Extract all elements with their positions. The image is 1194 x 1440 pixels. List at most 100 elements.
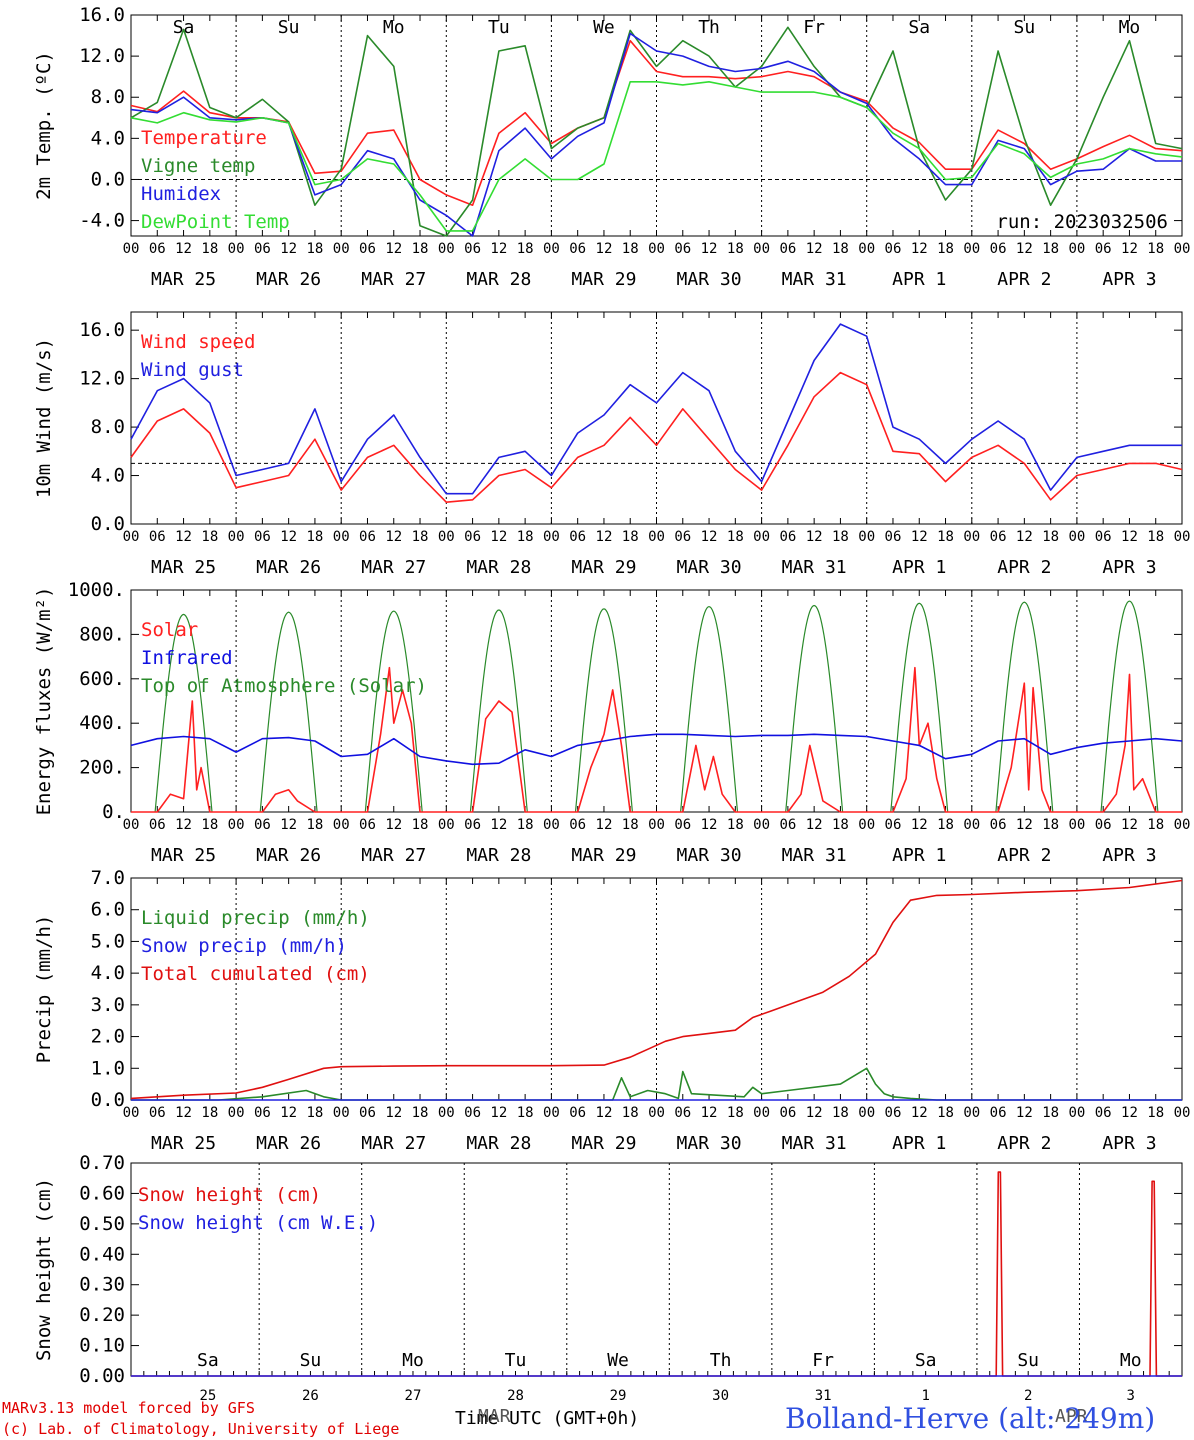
legend-entry: DewPoint Temp: [141, 211, 290, 233]
hour-tick-label: 06: [149, 529, 166, 545]
date-label: MAR 31: [782, 269, 847, 290]
date-label: MAR 30: [677, 1133, 742, 1154]
hour-tick-label: 18: [201, 817, 218, 833]
weekday-label: Su: [300, 1350, 322, 1371]
weekday-label: We: [607, 1350, 629, 1371]
day-number-label: 27: [405, 1388, 422, 1404]
series-dewpoint-temp: [130, 81, 1183, 232]
weekday-label: Mo: [383, 17, 405, 38]
hour-tick-label: 18: [832, 1105, 849, 1121]
hour-tick-label: 18: [1147, 1105, 1164, 1121]
hour-tick-label: 00: [963, 1105, 980, 1121]
hour-tick-label: 18: [727, 817, 744, 833]
y-tick-label: 0.00: [79, 1365, 125, 1387]
hour-tick-label: 18: [201, 241, 218, 257]
hour-tick-label: 12: [701, 529, 718, 545]
day-number-label: 29: [610, 1388, 627, 1404]
hour-tick-label: 18: [937, 241, 954, 257]
hour-tick-label: 18: [1042, 529, 1059, 545]
hour-tick-label: 18: [306, 241, 323, 257]
day-number-label: 28: [507, 1388, 524, 1404]
date-label: MAR 27: [361, 269, 426, 290]
hour-tick-label: 06: [990, 529, 1007, 545]
hour-tick-label: 06: [359, 817, 376, 833]
hour-tick-label: 12: [1016, 1105, 1033, 1121]
y-tick-label: 16.0: [79, 319, 125, 341]
date-label: APR 2: [997, 269, 1051, 290]
hour-tick-label: 00: [333, 817, 350, 833]
hour-tick-label: 18: [306, 529, 323, 545]
day-number-label: 2: [1024, 1388, 1032, 1404]
date-label: MAR 30: [677, 845, 742, 866]
hour-tick-label: 12: [1016, 529, 1033, 545]
hour-tick-label: 12: [1121, 241, 1138, 257]
y-axis-label: 2m Temp. (ºC): [33, 51, 55, 200]
day-number-label: 1: [921, 1388, 929, 1404]
y-tick-label: 0.70: [79, 1152, 125, 1174]
hour-tick-label: 06: [990, 1105, 1007, 1121]
series-temperature: [130, 39, 1183, 206]
weekday-label: Mo: [402, 1350, 424, 1371]
y-axis-label: Precip (mm/h): [33, 915, 55, 1064]
lab-credit: (c) Lab. of Climatology, University of L…: [2, 1420, 400, 1438]
hour-tick-label: 18: [517, 817, 534, 833]
hour-tick-label: 06: [990, 817, 1007, 833]
y-tick-label: 16.0: [79, 4, 125, 26]
y-tick-label: 0.0: [91, 1089, 125, 1111]
date-label: MAR 30: [677, 557, 742, 578]
weekday-label: Su: [278, 17, 300, 38]
hour-tick-label: 18: [412, 241, 429, 257]
hour-tick-label: 00: [123, 241, 140, 257]
hour-tick-label: 18: [832, 241, 849, 257]
hour-tick-label: 18: [832, 817, 849, 833]
date-label: MAR 25: [151, 845, 216, 866]
hour-tick-label: 18: [1042, 1105, 1059, 1121]
hour-tick-label: 06: [569, 1105, 586, 1121]
hour-tick-label: 12: [280, 241, 297, 257]
hour-tick-label: 12: [280, 529, 297, 545]
hour-tick-label: 00: [648, 241, 665, 257]
hour-tick-label: 18: [1147, 817, 1164, 833]
toa-solar-arc: [574, 608, 633, 813]
panel-temperature: 16.0 12.0 8.0 4.0 0.0 -4.0 2m Temp. (ºC) 00 06 12…: [33, 4, 1190, 290]
hour-tick-label: 12: [596, 529, 613, 545]
y-tick-label: 1000.: [68, 579, 125, 601]
hour-tick-label: 18: [517, 1105, 534, 1121]
x-axis-overlap-month-a: MAR: [478, 1406, 511, 1427]
date-label: APR 2: [997, 845, 1051, 866]
hour-tick-label: 00: [543, 529, 560, 545]
y-tick-label: 0.20: [79, 1304, 125, 1326]
hour-tick-label: 12: [911, 529, 928, 545]
hour-tick-label: 18: [412, 1105, 429, 1121]
hour-tick-label: 06: [885, 817, 902, 833]
hour-tick-label: 06: [779, 1105, 796, 1121]
toa-solar-arc: [995, 601, 1054, 813]
date-label: APR 1: [892, 557, 946, 578]
date-label: APR 1: [892, 1133, 946, 1154]
day-number-label: 25: [199, 1388, 216, 1404]
hour-tick-label: 12: [806, 1105, 823, 1121]
hour-tick-label: 00: [438, 241, 455, 257]
hour-tick-label: 00: [858, 241, 875, 257]
hour-tick-label: 12: [911, 817, 928, 833]
hour-tick-label: 00: [1174, 1105, 1191, 1121]
hour-tick-label: 12: [280, 1105, 297, 1121]
hour-tick-label: 18: [937, 1105, 954, 1121]
y-axis-label: Energy fluxes (W/m²): [33, 587, 55, 816]
hour-tick-label: 12: [175, 817, 192, 833]
weekday-label: Su: [1017, 1350, 1039, 1371]
legend-entry: Snow height (cm): [138, 1184, 321, 1206]
hour-tick-label: 00: [228, 817, 245, 833]
hour-tick-label: 12: [1121, 817, 1138, 833]
y-tick-label: 7.0: [91, 867, 125, 889]
toa-solar-arc: [469, 609, 528, 813]
legend-entry: Temperature: [141, 127, 267, 149]
y-tick-label: -4.0: [79, 210, 125, 232]
date-label: MAR 27: [361, 845, 426, 866]
hour-tick-label: 12: [1121, 1105, 1138, 1121]
panel-wind: 16.0 12.0 8.0 4.0 0.0 10m Wind (m/s) 00 06 12 18 0…: [33, 311, 1190, 578]
hour-tick-label: 18: [517, 241, 534, 257]
hour-tick-label: 12: [596, 817, 613, 833]
hour-tick-label: 06: [1095, 241, 1112, 257]
hour-tick-label: 00: [963, 529, 980, 545]
